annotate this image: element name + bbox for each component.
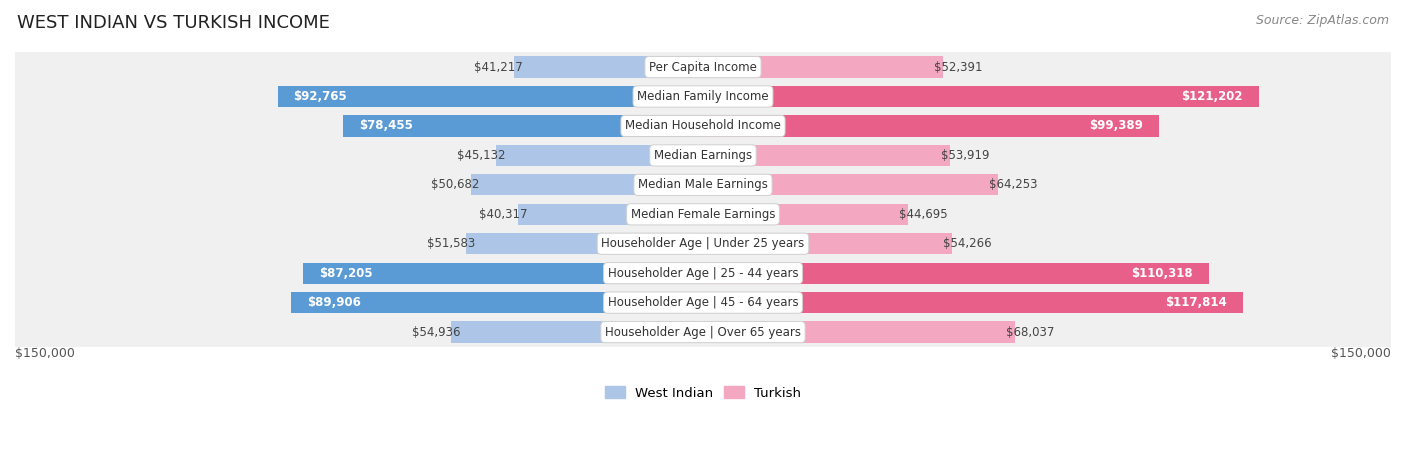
Bar [703,233,952,255]
Bar [15,52,1391,82]
Text: $50,682: $50,682 [432,178,479,191]
Bar [703,292,1243,313]
Text: $52,391: $52,391 [934,61,983,74]
Bar [304,262,703,284]
Text: $64,253: $64,253 [988,178,1038,191]
Text: $40,317: $40,317 [479,208,527,221]
Bar [15,229,1391,258]
Text: $150,000: $150,000 [15,347,75,360]
Bar [471,174,703,196]
Text: $54,936: $54,936 [412,325,460,339]
Text: Householder Age | Under 25 years: Householder Age | Under 25 years [602,237,804,250]
Text: $54,266: $54,266 [943,237,991,250]
Text: $53,919: $53,919 [941,149,990,162]
Text: Median Earnings: Median Earnings [654,149,752,162]
Text: Householder Age | 25 - 44 years: Householder Age | 25 - 44 years [607,267,799,280]
Text: Median Female Earnings: Median Female Earnings [631,208,775,221]
Text: Householder Age | 45 - 64 years: Householder Age | 45 - 64 years [607,296,799,309]
Text: Per Capita Income: Per Capita Income [650,61,756,74]
Text: $87,205: $87,205 [319,267,373,280]
Bar [343,115,703,136]
Text: $45,132: $45,132 [457,149,505,162]
Legend: West Indian, Turkish: West Indian, Turkish [599,381,807,405]
Text: $121,202: $121,202 [1181,90,1243,103]
Text: $117,814: $117,814 [1166,296,1227,309]
Bar [15,111,1391,141]
Bar [515,57,703,78]
Bar [703,145,950,166]
Bar [703,57,943,78]
Bar [15,258,1391,288]
Text: Source: ZipAtlas.com: Source: ZipAtlas.com [1256,14,1389,27]
Bar [703,174,998,196]
Text: $89,906: $89,906 [307,296,360,309]
Bar [451,321,703,343]
Text: $44,695: $44,695 [898,208,948,221]
Text: WEST INDIAN VS TURKISH INCOME: WEST INDIAN VS TURKISH INCOME [17,14,330,32]
Text: $41,217: $41,217 [474,61,523,74]
Bar [517,204,703,225]
Bar [15,141,1391,170]
Bar [15,199,1391,229]
Bar [703,262,1209,284]
Bar [15,170,1391,199]
Bar [703,115,1159,136]
Bar [277,86,703,107]
Text: $92,765: $92,765 [294,90,347,103]
Bar [15,318,1391,347]
Text: $99,389: $99,389 [1088,120,1143,133]
Bar [703,86,1258,107]
Bar [291,292,703,313]
Text: $68,037: $68,037 [1005,325,1054,339]
Text: Householder Age | Over 65 years: Householder Age | Over 65 years [605,325,801,339]
Text: Median Family Income: Median Family Income [637,90,769,103]
Text: Median Household Income: Median Household Income [626,120,780,133]
Text: $51,583: $51,583 [427,237,475,250]
Bar [15,82,1391,111]
Bar [15,288,1391,318]
Bar [496,145,703,166]
Text: $110,318: $110,318 [1132,267,1192,280]
Text: $150,000: $150,000 [1331,347,1391,360]
Text: Median Male Earnings: Median Male Earnings [638,178,768,191]
Bar [703,204,908,225]
Bar [703,321,1015,343]
Bar [467,233,703,255]
Text: $78,455: $78,455 [359,120,413,133]
